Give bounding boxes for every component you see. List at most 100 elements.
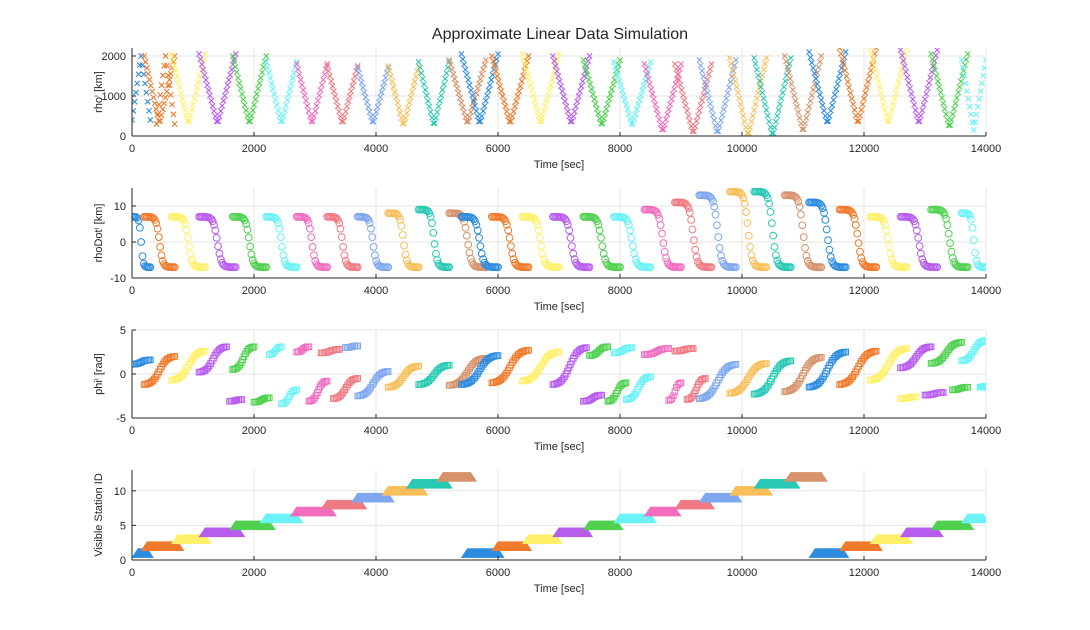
data-point: [452, 80, 459, 87]
data-point: [934, 48, 941, 53]
data-point: [143, 89, 150, 96]
data-point: [964, 88, 971, 95]
data-point: [241, 101, 248, 108]
data-point: [259, 69, 266, 76]
data-point: [752, 101, 759, 108]
data-point: [533, 220, 542, 229]
data-point: [432, 114, 439, 121]
y-tick-label: 0: [120, 555, 126, 567]
data-point: [701, 78, 708, 85]
data-point: [770, 242, 779, 251]
data-point: [278, 242, 287, 251]
data-point: [739, 107, 745, 113]
data-point: [981, 64, 986, 71]
data-point: [187, 112, 194, 119]
data-point: [846, 84, 853, 91]
data-point: [450, 71, 457, 78]
data-point: [267, 75, 274, 82]
data-point: [756, 78, 763, 85]
data-point: [306, 224, 314, 233]
data-point: [654, 111, 661, 118]
data-point: [892, 90, 899, 97]
data-point: [903, 68, 910, 75]
data-point: [414, 68, 421, 75]
data-point: [172, 67, 179, 74]
data-point: [476, 118, 483, 125]
data-point: [861, 95, 867, 102]
data-point: [872, 263, 881, 272]
data-point: [132, 98, 138, 105]
data-point: [885, 242, 893, 251]
data-point: [591, 96, 598, 103]
data-point: [873, 48, 880, 51]
data-series: [132, 472, 986, 558]
data-point: [673, 66, 680, 73]
data-point: [890, 101, 897, 108]
data-point: [923, 90, 930, 97]
data-point: [807, 54, 814, 61]
data-point: [445, 263, 454, 272]
data-point: [848, 95, 855, 102]
data-point: [610, 59, 617, 65]
data-point: [459, 56, 466, 63]
data-point: [682, 102, 689, 109]
data-point: [182, 225, 191, 234]
x-tick-label: 6000: [486, 285, 510, 297]
data-point: [627, 233, 636, 242]
data-point: [927, 343, 935, 351]
data-point: [836, 48, 843, 51]
x-tick-label: 12000: [849, 425, 880, 437]
data-point: [283, 102, 290, 109]
data-point: [136, 62, 143, 69]
data-point: [543, 97, 550, 104]
data-point: [753, 95, 760, 102]
y-tick-label: 1000: [102, 91, 126, 103]
data-point: [697, 102, 704, 109]
data-point: [871, 61, 878, 68]
data-point: [686, 118, 693, 125]
data-point: [304, 219, 313, 227]
data-point: [332, 93, 339, 100]
data-point: [488, 53, 495, 59]
data-point: [674, 71, 681, 78]
data-point: [262, 263, 271, 272]
data-point: [606, 96, 613, 103]
data-point: [503, 108, 510, 115]
x-tick-label: 12000: [849, 567, 880, 579]
data-point: [672, 81, 679, 88]
data-point: [485, 87, 492, 94]
data-point: [869, 61, 876, 68]
data-point: [414, 263, 423, 272]
data-point: [690, 128, 697, 135]
visibility-band: [961, 513, 986, 524]
data-point: [786, 60, 793, 67]
data-point: [603, 105, 610, 112]
data-point: [865, 78, 872, 85]
x-tick-label: 0: [129, 285, 135, 297]
data-point: [974, 103, 981, 110]
data-point: [972, 119, 979, 126]
data-point: [675, 76, 682, 83]
data-point: [862, 90, 869, 97]
data-point: [147, 117, 154, 123]
data-point: [559, 88, 566, 95]
data-point: [897, 48, 904, 53]
data-point: [663, 116, 670, 123]
data-point: [825, 245, 834, 254]
data-point: [369, 242, 378, 251]
data-point: [239, 91, 246, 98]
data-point: [413, 73, 420, 80]
data-point: [353, 263, 362, 272]
data-point: [711, 210, 720, 219]
data-point: [883, 233, 892, 242]
data-point: [445, 361, 453, 369]
data-point: [782, 78, 789, 85]
data-point: [642, 77, 649, 84]
data-point: [186, 250, 195, 259]
x-tick-label: 4000: [364, 285, 388, 297]
data-point: [700, 73, 707, 80]
data-point: [499, 93, 506, 100]
x-tick-label: 0: [129, 143, 135, 155]
data-point: [185, 242, 193, 251]
data-point: [912, 393, 920, 401]
